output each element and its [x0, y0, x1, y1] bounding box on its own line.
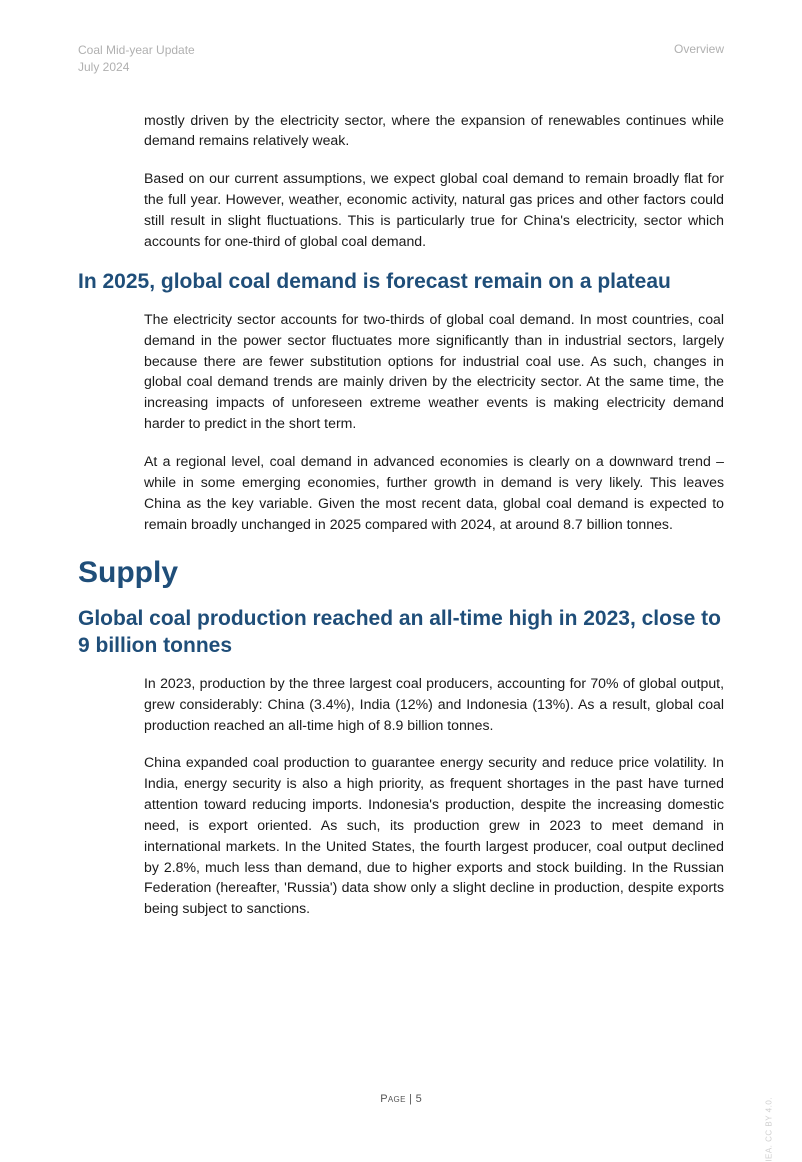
- body-wrap: In 2023, production by the three largest…: [144, 673, 724, 919]
- page-footer: Page | 5: [0, 1093, 802, 1105]
- paragraph: Based on our current assumptions, we exp…: [144, 168, 724, 251]
- header-left: Coal Mid-year Update July 2024: [78, 42, 195, 76]
- page-label: Page |: [380, 1093, 415, 1105]
- paragraph: At a regional level, coal demand in adva…: [144, 451, 724, 534]
- section-heading-production-2023: Global coal production reached an all-ti…: [78, 606, 724, 659]
- chapter-heading-supply: Supply: [78, 556, 724, 590]
- document-page: Coal Mid-year Update July 2024 Overview …: [0, 0, 802, 1133]
- paragraph: In 2023, production by the three largest…: [144, 673, 724, 736]
- body-wrap: The electricity sector accounts for two-…: [144, 309, 724, 534]
- page-number: 5: [416, 1093, 422, 1105]
- running-header: Coal Mid-year Update July 2024 Overview: [78, 42, 724, 76]
- license-text: IEA. CC BY 4.0.: [765, 1097, 774, 1162]
- section-heading-demand-2025: In 2025, global coal demand is forecast …: [78, 269, 724, 295]
- header-section: Overview: [674, 42, 724, 76]
- paragraph: China expanded coal production to guaran…: [144, 752, 724, 919]
- header-title: Coal Mid-year Update: [78, 42, 195, 59]
- body-wrap: mostly driven by the electricity sector,…: [144, 110, 724, 252]
- paragraph: mostly driven by the electricity sector,…: [144, 110, 724, 152]
- header-date: July 2024: [78, 59, 195, 76]
- paragraph: The electricity sector accounts for two-…: [144, 309, 724, 434]
